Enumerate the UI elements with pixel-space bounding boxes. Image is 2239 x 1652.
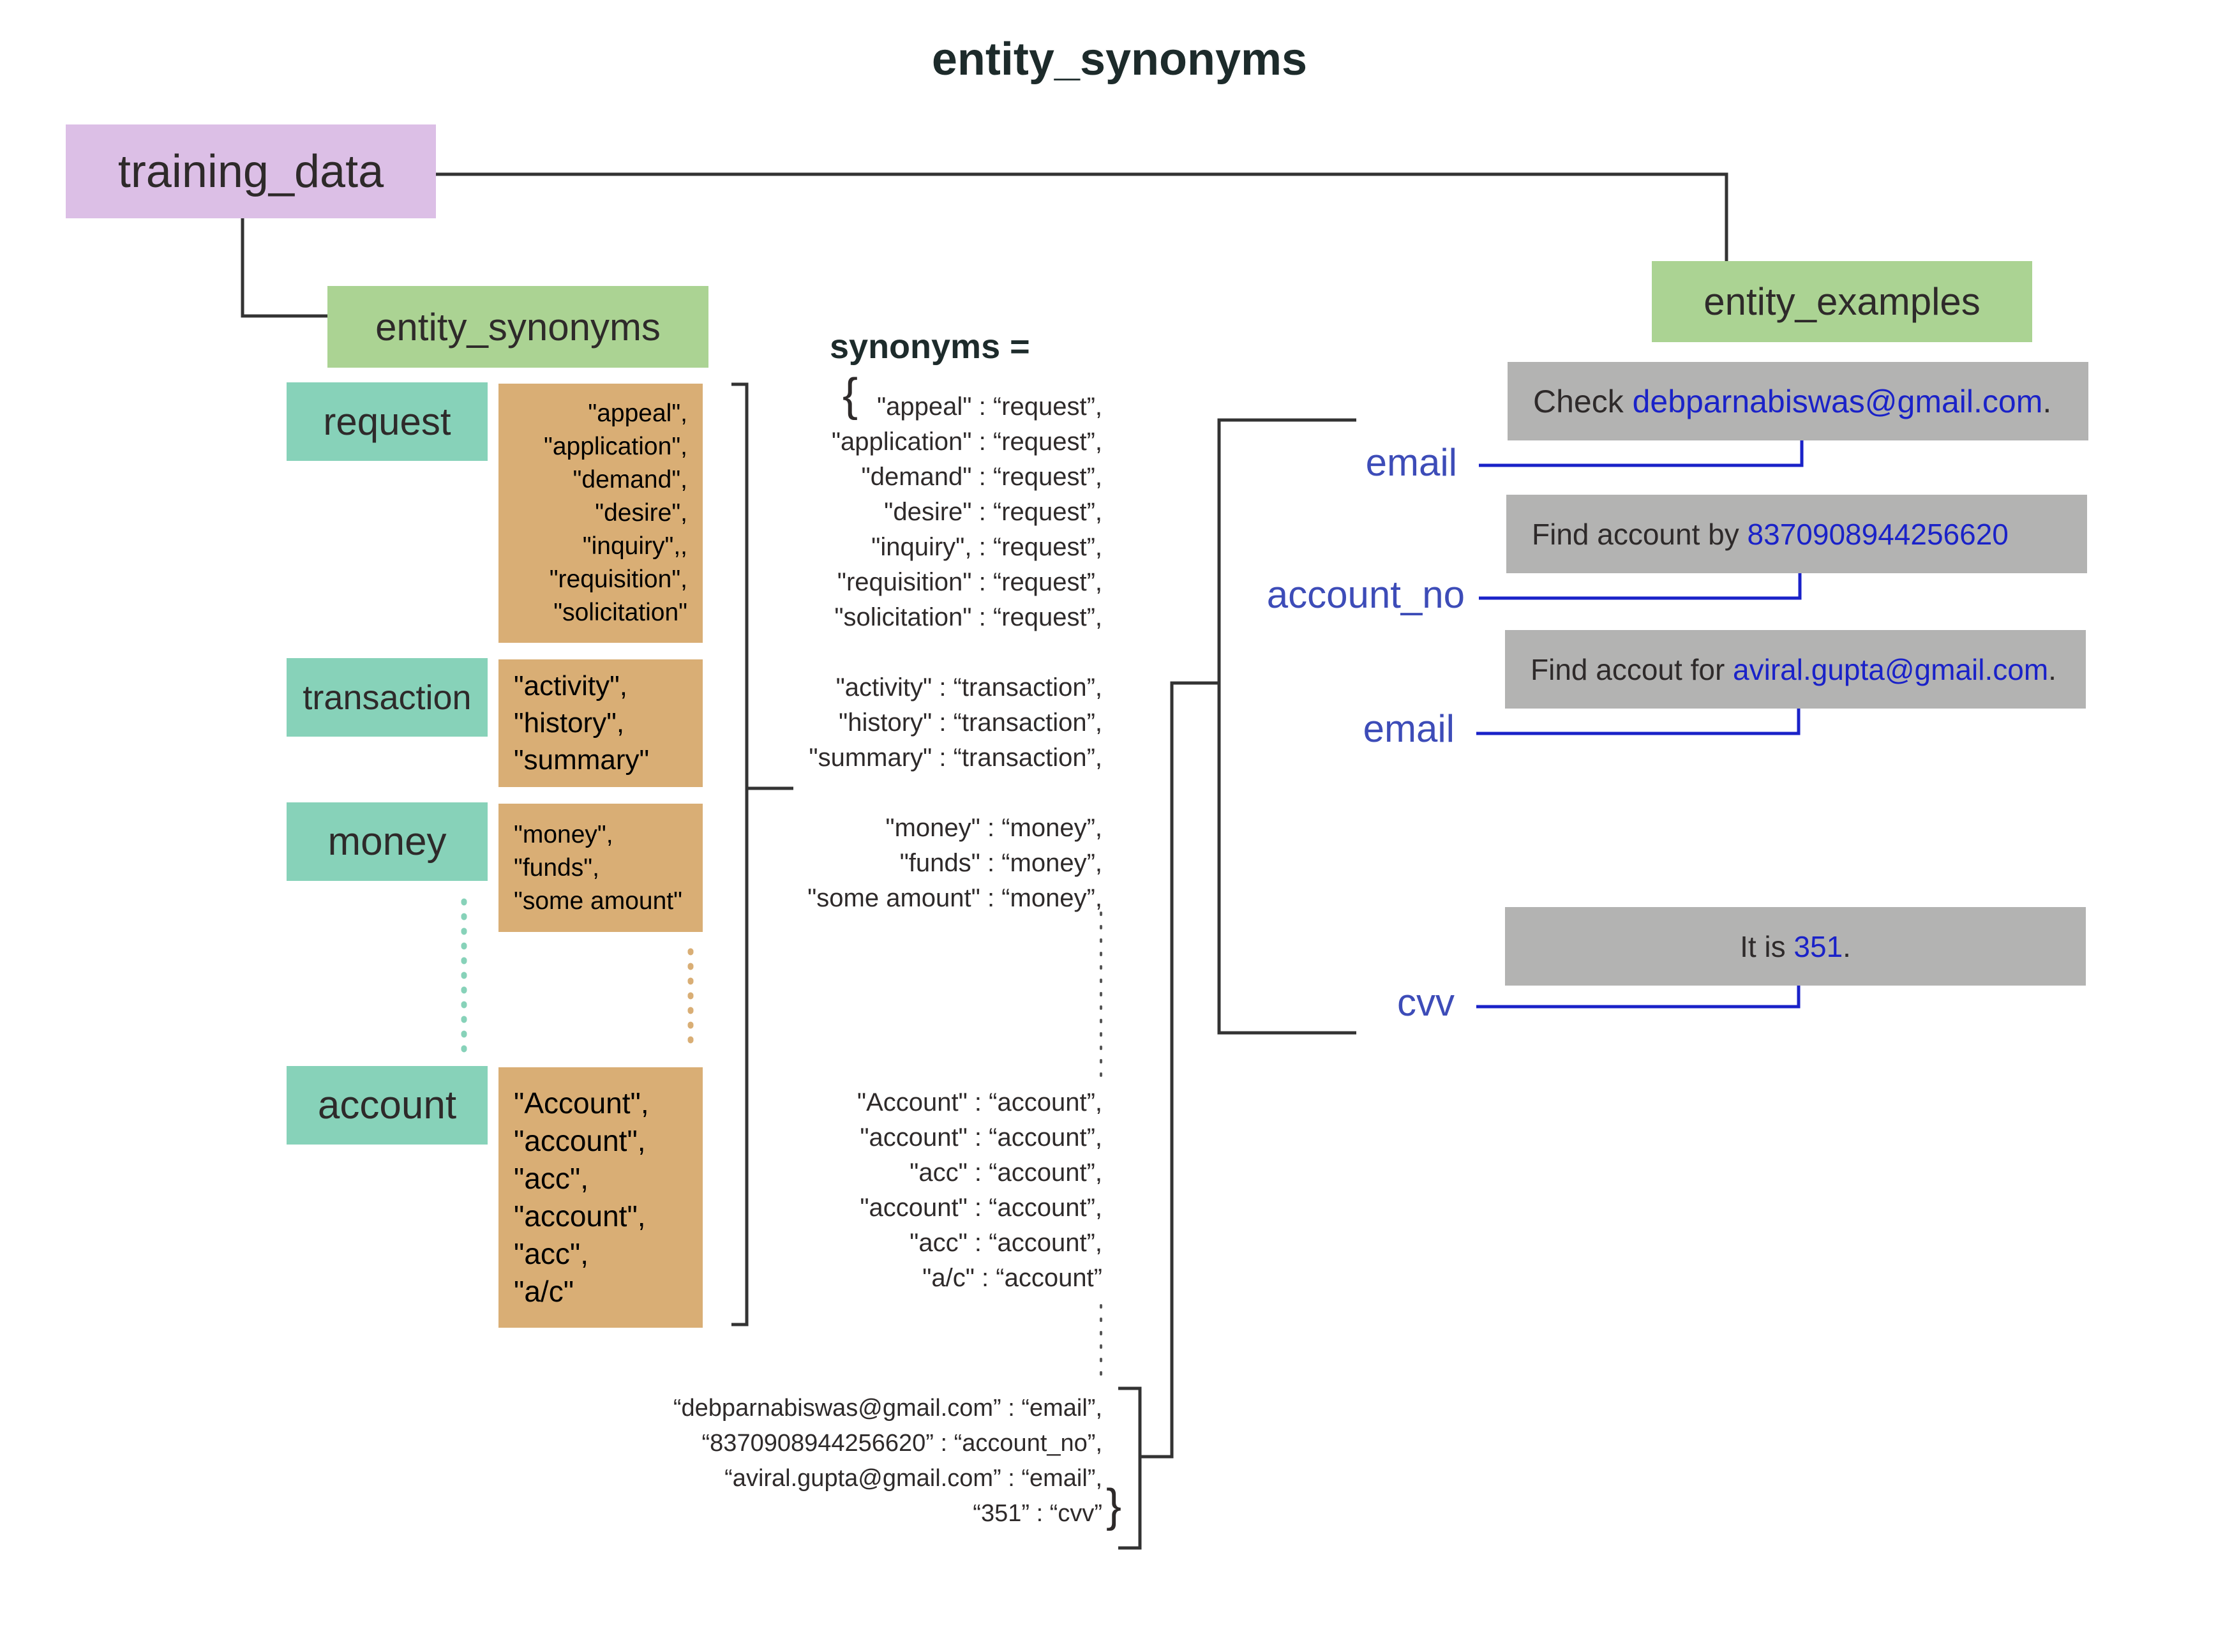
synonym-item: "demand", xyxy=(573,466,687,493)
dict-line: "a/c" : “account” xyxy=(922,1264,1102,1292)
dict-line: "account" : “account”, xyxy=(860,1194,1102,1222)
entity-node-request: request xyxy=(287,382,488,461)
example-suffix: . xyxy=(2042,383,2052,419)
pointer-email-1 xyxy=(1479,440,1804,467)
example-highlight: debparnabiswas@gmail.com xyxy=(1632,383,2043,419)
dict-line: “351” : “cvv” xyxy=(973,1500,1102,1527)
dict-line: "funds" : “money”, xyxy=(899,849,1102,877)
synonym-item: "money", xyxy=(514,820,613,848)
example-text: It is xyxy=(1740,929,1794,963)
entity-synonyms-node: entity_synonyms xyxy=(327,286,708,368)
entity-label-account-no: account_no xyxy=(1266,573,1465,616)
training-data-node: training_data xyxy=(66,124,436,218)
dict-line: "history" : “transaction”, xyxy=(839,709,1102,737)
entity-label-email-2: email xyxy=(1363,707,1455,750)
synonyms-header: synonyms = xyxy=(830,327,1030,366)
example-text: Find account by xyxy=(1532,517,1748,551)
dict-line: "application" : “request”, xyxy=(831,428,1102,456)
synonym-item: "account", xyxy=(514,1199,646,1233)
synonym-item: "a/c" xyxy=(514,1275,574,1308)
synonym-item: "activity", xyxy=(514,670,627,702)
example-box-email-2: Find accout for aviral.gupta@gmail.com. xyxy=(1505,630,2086,709)
synonym-item: "summary" xyxy=(514,744,650,776)
examples-bracket xyxy=(1118,1386,1142,1550)
dict-close-brace: } xyxy=(1106,1480,1122,1531)
synonym-item: "some amount" xyxy=(514,887,682,915)
synonym-item: "acc", xyxy=(514,1162,589,1195)
dict-line: “8370908944256620” : “account_no”, xyxy=(701,1430,1102,1457)
dict-line: "solicitation" : “request”, xyxy=(834,603,1102,631)
dict-line: "acc" : “account”, xyxy=(910,1159,1102,1187)
synonym-groups-bracket xyxy=(731,382,749,1326)
pointer-account-no xyxy=(1479,569,1802,600)
synonym-item: "solicitation" xyxy=(553,599,687,626)
example-box-email-1: Check debparnabiswas@gmail.com. xyxy=(1508,362,2088,440)
dict-line: "some amount" : “money”, xyxy=(807,884,1102,912)
example-highlight: 351 xyxy=(1793,929,1843,963)
synonym-item: "acc", xyxy=(514,1237,589,1270)
synonym-item: "inquiry",, xyxy=(582,532,687,560)
diagram-title: entity_synonyms xyxy=(931,34,1308,85)
dict-line: "appeal" : “request”, xyxy=(876,393,1102,421)
entity-node-transaction: transaction xyxy=(287,658,488,737)
dict-line: "money" : “money”, xyxy=(885,814,1102,842)
example-box-cvv: It is 351. xyxy=(1505,907,2086,986)
synonym-item: "desire", xyxy=(595,499,687,527)
dict-line: "acc" : “account”, xyxy=(910,1229,1102,1257)
connector-training-to-examples xyxy=(436,172,1728,261)
example-highlight: 8370908944256620 xyxy=(1747,517,2009,551)
synonym-item: "account", xyxy=(514,1124,646,1157)
synonym-item: "Account", xyxy=(514,1086,649,1120)
connector-training-to-synonyms xyxy=(241,218,327,318)
synonym-box-money: "money", "funds", "some amount" xyxy=(498,804,703,932)
synonym-item: "funds", xyxy=(514,853,599,882)
synonym-item: "application", xyxy=(544,433,687,460)
entity-tree-bracket xyxy=(1217,418,1356,1035)
entity-examples-node: entity_examples xyxy=(1652,261,2032,342)
synonym-item: "history", xyxy=(514,707,625,739)
example-text: Check xyxy=(1533,383,1633,419)
examples-connector xyxy=(1140,681,1219,1459)
example-box-account-no: Find account by 8370908944256620 xyxy=(1506,495,2087,573)
synonym-box-account: "Account", "account", "acc", "account", … xyxy=(498,1067,703,1328)
dict-line: "activity" : “transaction”, xyxy=(835,673,1102,702)
entity-node-account: account xyxy=(287,1066,488,1145)
example-text: Find accout for xyxy=(1531,652,1734,686)
dict-line: "summary" : “transaction”, xyxy=(809,744,1102,772)
entity-label-cvv: cvv xyxy=(1397,981,1455,1024)
synonym-item: "requisition", xyxy=(549,566,687,593)
dict-line: "desire" : “request”, xyxy=(884,498,1102,526)
synonym-box-transaction: "activity", "history", "summary" xyxy=(498,659,703,787)
dict-line: “debparnabiswas@gmail.com” : “email”, xyxy=(673,1395,1102,1422)
dict-line: "demand" : “request”, xyxy=(861,463,1102,491)
entity-node-money: money xyxy=(287,802,488,881)
example-suffix: . xyxy=(1843,929,1851,963)
example-suffix: . xyxy=(2048,652,2056,686)
dict-line: “aviral.gupta@gmail.com” : “email”, xyxy=(724,1465,1102,1492)
dict-open-brace: { xyxy=(842,370,858,421)
synonym-item: "appeal", xyxy=(588,400,687,427)
dict-line: "account" : “account”, xyxy=(860,1123,1102,1152)
synonym-box-request: "appeal", "application", "demand", "desi… xyxy=(498,384,703,643)
dict-line: "requisition" : “request”, xyxy=(837,568,1102,596)
example-highlight: aviral.gupta@gmail.com xyxy=(1733,652,2049,686)
entity-label-email-1: email xyxy=(1365,441,1457,484)
dict-line: "Account" : “account”, xyxy=(857,1088,1102,1116)
dict-line: "inquiry", : “request”, xyxy=(871,533,1102,561)
